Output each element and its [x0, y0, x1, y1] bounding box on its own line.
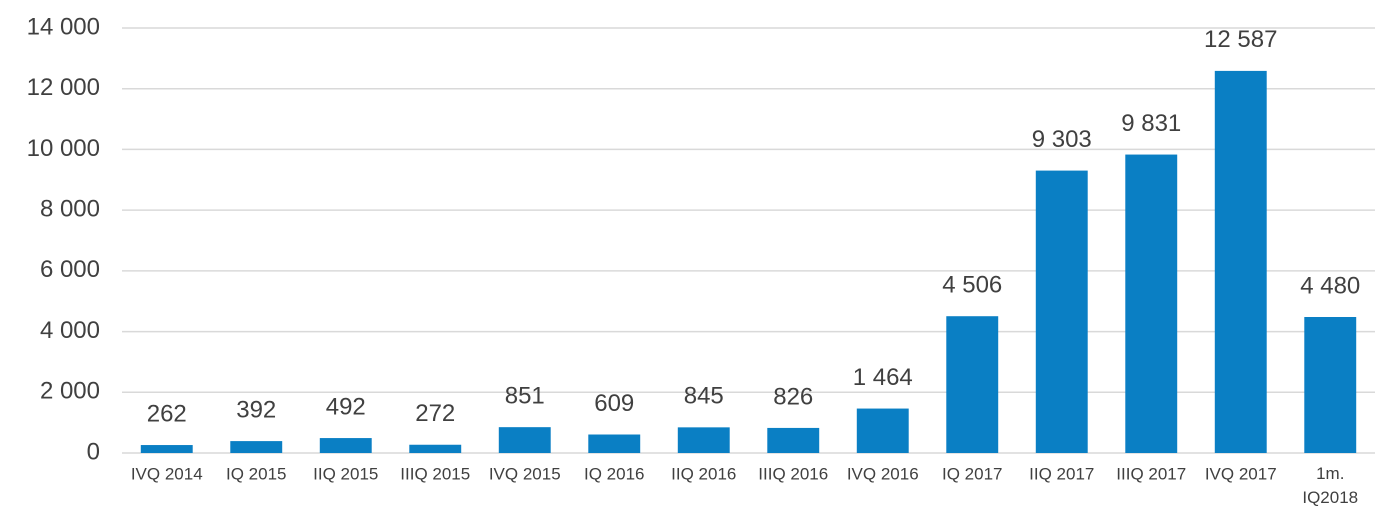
value-label: 1 464	[853, 364, 913, 391]
bar	[1304, 317, 1357, 453]
value-label: 392	[236, 396, 276, 423]
x-tick-label: IIQ 2016	[671, 464, 736, 483]
y-tick-label: 4 000	[40, 317, 100, 344]
bar	[409, 444, 462, 453]
y-tick-label: 2 000	[40, 378, 100, 405]
value-label: 492	[326, 393, 366, 420]
value-label: 9 303	[1032, 126, 1092, 153]
bar	[498, 427, 551, 453]
value-label: 4 480	[1300, 272, 1360, 299]
value-label: 609	[594, 390, 634, 417]
x-tick-label: IVQ 2016	[847, 464, 919, 483]
x-tick-label: IVQ 2017	[1205, 464, 1277, 483]
value-label: 851	[505, 383, 545, 410]
value-label: 845	[684, 383, 724, 410]
x-tick-label: IVQ 2015	[489, 464, 561, 483]
y-tick-label: 6 000	[40, 256, 100, 283]
bar	[1214, 70, 1267, 453]
y-tick-label: 14 000	[27, 13, 100, 40]
y-tick-label: 12 000	[27, 74, 100, 101]
x-tick-label: IQ 2015	[226, 464, 287, 483]
x-tick-label: IQ 2017	[942, 464, 1003, 483]
value-label: 9 831	[1121, 110, 1181, 137]
y-tick-label: 10 000	[27, 135, 100, 162]
x-tick-label: IVQ 2014	[131, 464, 203, 483]
y-tick-label: 8 000	[40, 195, 100, 222]
bar	[946, 316, 999, 453]
y-tick-label: 0	[87, 438, 100, 465]
bar	[767, 427, 820, 453]
value-label: 272	[415, 400, 455, 427]
value-label: 4 506	[942, 272, 1002, 299]
bar	[230, 441, 283, 453]
bar	[588, 434, 641, 453]
x-tick-label: IIQ 2015	[313, 464, 378, 483]
bar	[319, 438, 372, 453]
x-tick-label: IIIQ 2017	[1116, 464, 1186, 483]
bar	[1035, 170, 1088, 453]
bar	[1125, 154, 1178, 453]
value-label: 12 587	[1204, 26, 1277, 53]
bar	[140, 445, 193, 453]
value-label: 826	[773, 383, 813, 410]
x-tick-label: 1m. IQ2018	[1302, 464, 1358, 507]
bar	[677, 427, 730, 453]
x-tick-label: IIIQ 2015	[400, 464, 470, 483]
value-label: 262	[147, 400, 187, 427]
bar	[856, 408, 909, 453]
x-tick-label: IIIQ 2016	[758, 464, 828, 483]
x-tick-label: IIQ 2017	[1029, 464, 1094, 483]
x-tick-label: IQ 2016	[584, 464, 645, 483]
